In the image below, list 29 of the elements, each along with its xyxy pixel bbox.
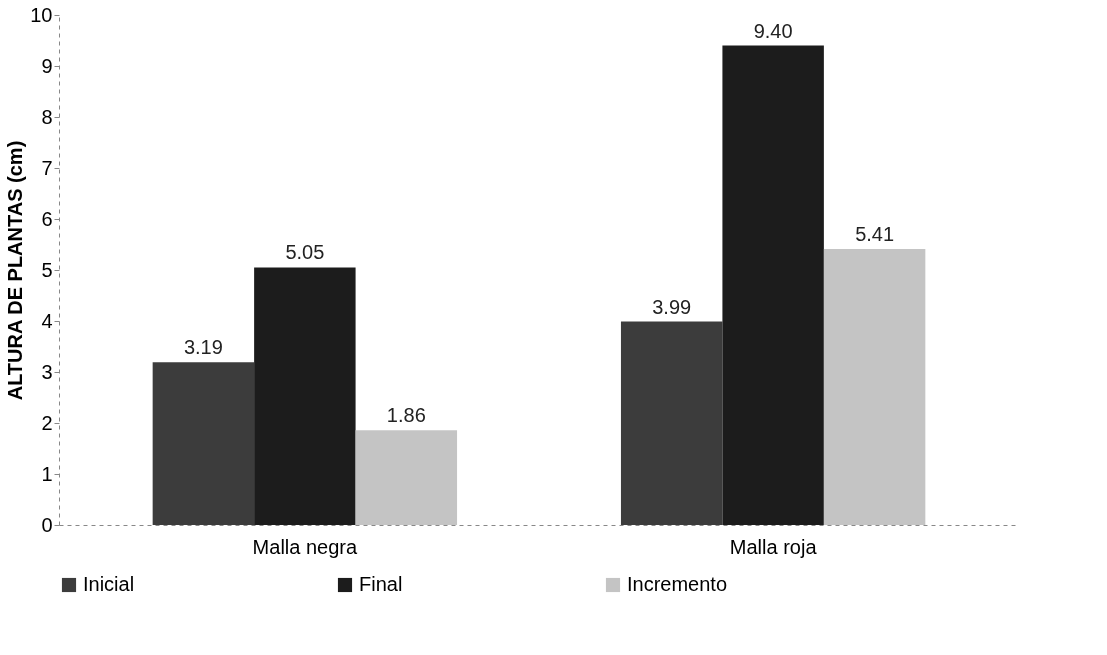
data-label: 1.86 (386, 404, 426, 427)
data-label: 5.41 (855, 223, 895, 246)
y-tick-label: 2 (41, 411, 53, 434)
y-tick-label: 3 (41, 360, 53, 383)
legend-label: Incremento (627, 573, 728, 595)
bar (355, 430, 458, 525)
bar (823, 249, 926, 525)
x-tick-label: Malla roja (729, 535, 818, 558)
bar (722, 45, 824, 525)
data-label: 3.99 (652, 295, 692, 318)
legend-label: Final (359, 573, 403, 595)
y-tick-label: 5 (41, 258, 53, 281)
data-label: 9.40 (753, 19, 793, 42)
y-tick-label: 4 (41, 309, 53, 332)
y-tick-label: 9 (41, 54, 53, 77)
data-label: 5.05 (285, 241, 325, 264)
data-label: 3.19 (183, 336, 223, 359)
bar (254, 267, 356, 525)
x-tick-label: Malla negra (252, 535, 358, 558)
y-tick-label: 0 (41, 513, 53, 536)
y-axis-title: ALTURA DE PLANTAS (cm) (4, 140, 27, 401)
bar (620, 321, 723, 525)
y-tick-label: 10 (30, 3, 53, 26)
legend-label: Inicial (83, 573, 135, 595)
y-tick-label: 8 (41, 105, 53, 128)
y-tick-label: 7 (41, 156, 53, 179)
y-tick-label: 6 (41, 207, 53, 230)
bar (152, 362, 255, 525)
y-tick-label: 1 (41, 462, 53, 485)
